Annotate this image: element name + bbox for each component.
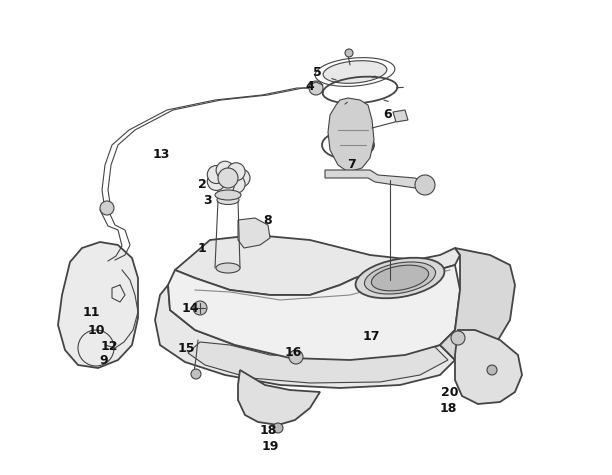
Circle shape — [218, 168, 238, 188]
Polygon shape — [188, 342, 448, 383]
Text: 16: 16 — [285, 345, 302, 359]
Text: 9: 9 — [100, 354, 108, 368]
Circle shape — [216, 161, 234, 179]
Circle shape — [193, 301, 207, 315]
Polygon shape — [238, 370, 320, 425]
Circle shape — [100, 201, 114, 215]
Ellipse shape — [323, 61, 387, 83]
Polygon shape — [58, 242, 138, 368]
Ellipse shape — [365, 262, 436, 294]
Polygon shape — [175, 235, 460, 295]
Circle shape — [207, 172, 225, 190]
Circle shape — [273, 423, 283, 433]
Circle shape — [232, 169, 250, 187]
Polygon shape — [325, 170, 425, 188]
Circle shape — [451, 331, 465, 345]
Ellipse shape — [216, 263, 240, 273]
Text: 6: 6 — [384, 107, 392, 121]
Circle shape — [289, 350, 303, 364]
Polygon shape — [168, 265, 460, 360]
Circle shape — [227, 175, 245, 193]
Text: 18: 18 — [259, 424, 277, 437]
Circle shape — [216, 177, 234, 195]
Circle shape — [207, 165, 225, 183]
Text: 1: 1 — [198, 241, 206, 255]
Text: 8: 8 — [264, 213, 272, 227]
Text: 11: 11 — [82, 305, 100, 319]
Polygon shape — [238, 218, 270, 248]
Circle shape — [415, 175, 435, 195]
Text: 18: 18 — [439, 401, 457, 415]
Text: 13: 13 — [152, 149, 170, 162]
Polygon shape — [155, 285, 455, 388]
Text: 10: 10 — [88, 323, 105, 336]
Ellipse shape — [217, 196, 239, 205]
Ellipse shape — [215, 190, 241, 200]
Circle shape — [227, 163, 245, 181]
Polygon shape — [328, 98, 374, 172]
Text: 2: 2 — [198, 179, 206, 191]
Text: 5: 5 — [313, 66, 321, 78]
Polygon shape — [455, 330, 522, 404]
Polygon shape — [440, 248, 515, 360]
Text: 20: 20 — [441, 387, 459, 399]
Text: 15: 15 — [177, 342, 195, 354]
Circle shape — [487, 365, 497, 375]
Ellipse shape — [356, 258, 444, 298]
Text: 19: 19 — [261, 439, 278, 453]
Polygon shape — [393, 110, 408, 122]
Text: 7: 7 — [348, 159, 356, 171]
Text: 4: 4 — [305, 80, 315, 94]
Circle shape — [191, 369, 201, 379]
Text: 3: 3 — [203, 193, 211, 207]
Text: 17: 17 — [362, 331, 380, 343]
Ellipse shape — [371, 265, 428, 291]
Circle shape — [309, 81, 323, 95]
Text: 14: 14 — [181, 303, 199, 315]
Circle shape — [345, 49, 353, 57]
Text: 12: 12 — [100, 341, 118, 353]
